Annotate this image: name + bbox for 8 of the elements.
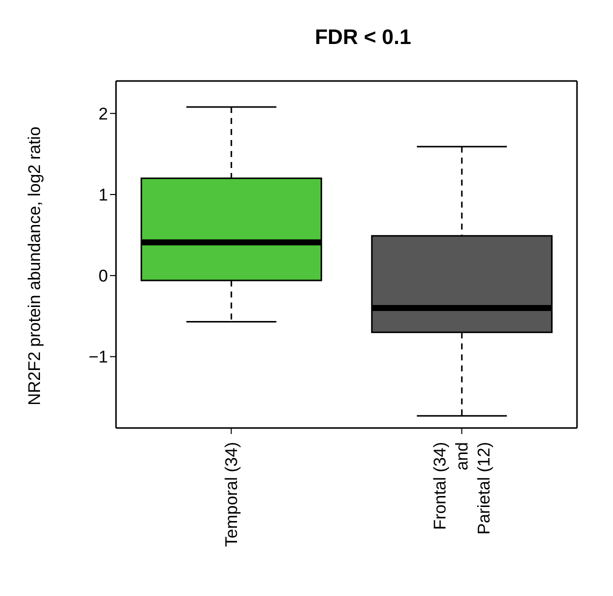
- x-tick-label: Temporal (34): [222, 442, 242, 547]
- chart-title: FDR < 0.1: [314, 26, 412, 49]
- y-tick-label: 1: [98, 186, 108, 205]
- y-tick-label: 0: [98, 266, 108, 286]
- x-tick-label: Frontal (34) and Parietal (12): [430, 442, 494, 535]
- y-tick-label: 2: [98, 104, 108, 124]
- y-axis-title: NR2F2 protein abundance, log2 ratio: [25, 126, 44, 406]
- y-tick-label: −1: [88, 348, 108, 367]
